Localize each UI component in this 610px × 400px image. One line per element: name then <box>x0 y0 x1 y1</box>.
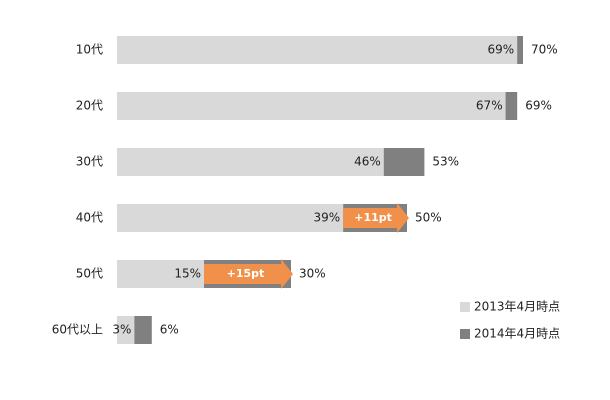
value-label: 3% <box>112 323 131 337</box>
value-label: 70% <box>531 43 558 57</box>
value-label: 46% <box>354 155 381 169</box>
legend-label: 2013年4月時点 <box>474 300 560 314</box>
value-label: 67% <box>476 99 503 113</box>
bar <box>117 204 344 232</box>
legend-swatch <box>460 302 470 312</box>
value-label: 30% <box>299 267 326 281</box>
category-label: 10代 <box>76 43 103 57</box>
value-label: 69% <box>525 99 552 113</box>
bar <box>117 316 135 344</box>
bar <box>117 92 506 120</box>
annotation-arrow <box>343 203 409 233</box>
category-label: 20代 <box>76 99 103 113</box>
annotation: +15pt <box>227 267 265 280</box>
annotation: +11pt <box>354 211 392 224</box>
bar <box>117 148 384 176</box>
value-label: 69% <box>488 43 515 57</box>
category-label: 60代以上 <box>52 323 103 337</box>
legend-label: 2014年4月時点 <box>474 327 560 341</box>
annotation-arrow <box>204 259 293 289</box>
value-label: 53% <box>432 155 459 169</box>
category-label: 30代 <box>76 155 103 169</box>
value-label: 6% <box>160 323 179 337</box>
value-label: 15% <box>174 267 201 281</box>
legend-swatch <box>460 329 470 339</box>
value-label: 50% <box>415 211 442 225</box>
value-label: 39% <box>314 211 341 225</box>
category-label: 50代 <box>76 267 103 281</box>
category-label: 40代 <box>76 211 103 225</box>
bar <box>117 260 204 288</box>
bar <box>117 36 518 64</box>
